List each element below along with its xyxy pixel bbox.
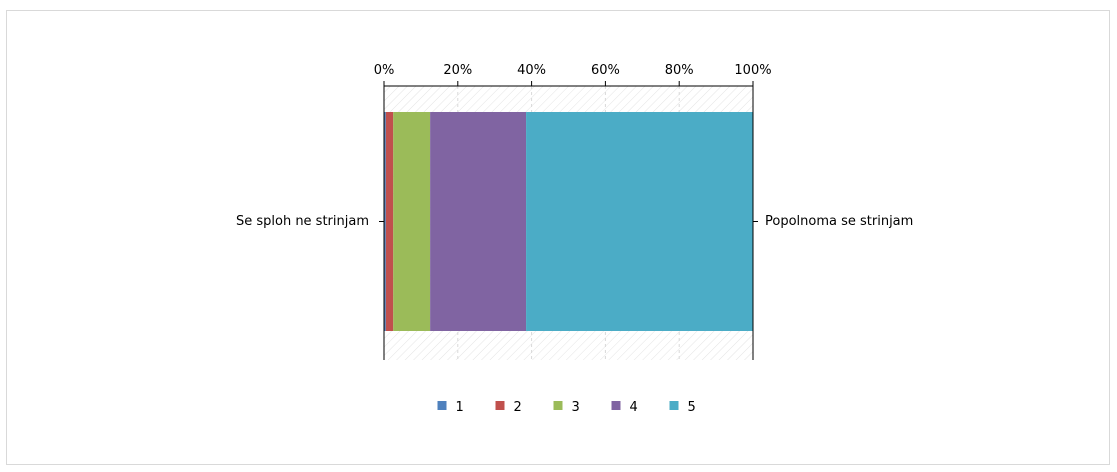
legend-label: 2 (514, 400, 522, 415)
x-axis-ticks: 0% 20% 40% 60% 80% 100% (374, 63, 772, 86)
legend-label: 4 (630, 400, 638, 415)
x-tick-label: 20% (443, 63, 472, 78)
x-tick-label: 40% (517, 63, 546, 78)
legend-item-2: 2 (495, 400, 522, 415)
bar-segment-2 (385, 112, 394, 331)
x-tick-label: 100% (734, 63, 771, 78)
bar-segment-5 (526, 112, 753, 331)
axes (379, 85, 758, 360)
legend-swatch (437, 401, 447, 410)
legend-label: 5 (688, 400, 696, 415)
legend-swatch (495, 401, 505, 410)
x-tick-label: 80% (665, 63, 694, 78)
chart-frame: 0% 20% 40% 60% 80% 100% Se sploh ne strinjam … (6, 10, 1110, 465)
legend-item-3: 3 (553, 400, 580, 415)
legend: 1 2 3 4 5 (437, 400, 696, 415)
bar-segment-1 (384, 112, 386, 331)
left-category-label: Se sploh ne strinjam (236, 214, 369, 229)
x-tick-label: 0% (374, 63, 395, 78)
legend-swatch (669, 401, 679, 410)
legend-item-1: 1 (437, 400, 464, 415)
x-tick-label: 60% (591, 63, 620, 78)
right-category-label: Popolnoma se strinjam (765, 214, 913, 229)
bar-segment-4 (430, 112, 527, 331)
legend-swatch (553, 401, 563, 410)
legend-label: 1 (456, 400, 464, 415)
legend-swatch (611, 401, 621, 410)
chart-svg: 0% 20% 40% 60% 80% 100% Se sploh ne strinjam … (236, 63, 913, 415)
category-labels: Se sploh ne strinjam Popolnoma se strinj… (236, 214, 913, 229)
legend-label: 3 (572, 400, 580, 415)
bar-segment-3 (393, 112, 431, 331)
stacked-bar (384, 112, 753, 331)
legend-item-4: 4 (611, 400, 638, 415)
legend-item-5: 5 (669, 400, 696, 415)
